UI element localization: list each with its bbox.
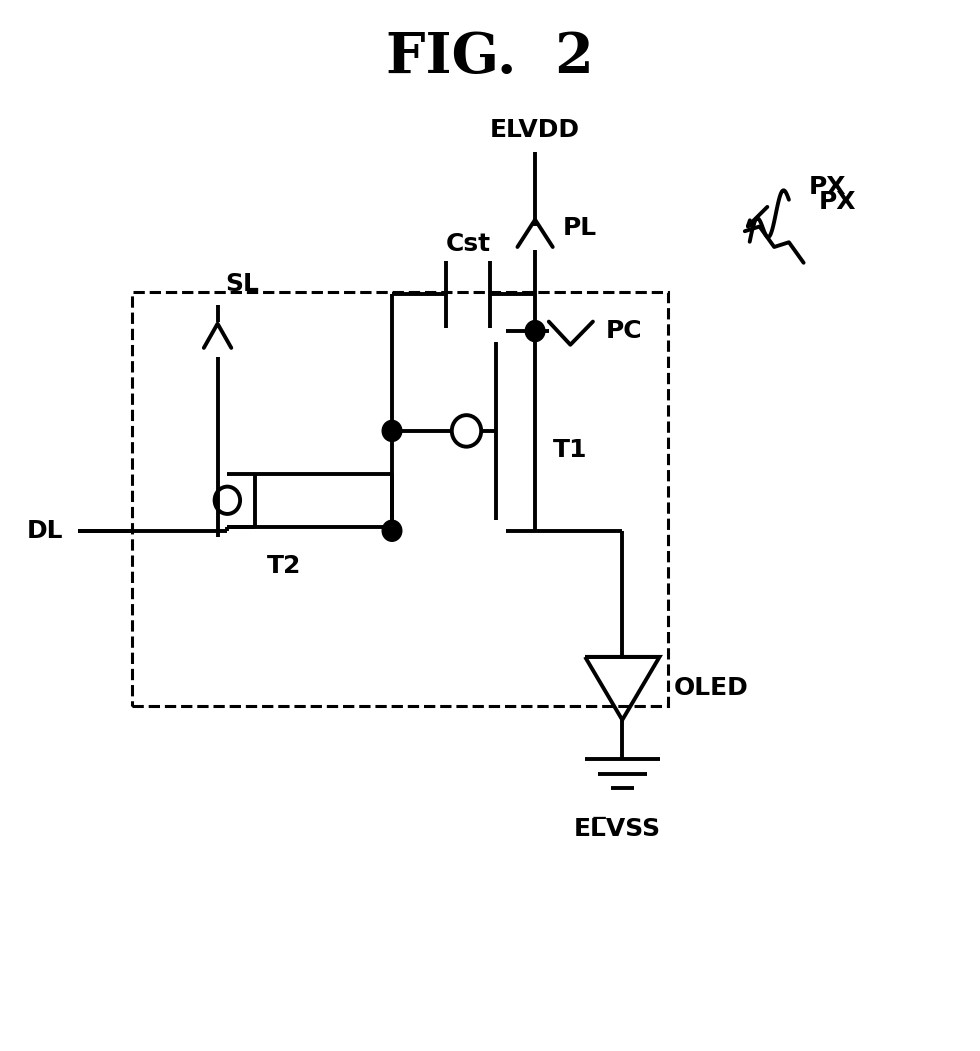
Circle shape <box>525 321 545 342</box>
Text: FIG.  2: FIG. 2 <box>386 30 594 85</box>
Text: PL: PL <box>563 217 597 240</box>
Text: DL: DL <box>27 519 64 542</box>
Text: T1: T1 <box>553 438 587 461</box>
Text: PX: PX <box>818 190 856 213</box>
Text: EL̅VSS: EL̅VSS <box>574 817 661 841</box>
Circle shape <box>382 420 402 441</box>
Text: PX: PX <box>808 176 846 199</box>
Text: Cst: Cst <box>445 232 491 255</box>
Text: OLED: OLED <box>674 677 749 700</box>
Text: SL: SL <box>225 272 260 295</box>
Text: ELVDD: ELVDD <box>490 118 580 142</box>
Text: T2: T2 <box>267 555 301 578</box>
Text: PC: PC <box>606 320 642 343</box>
Circle shape <box>382 520 402 541</box>
